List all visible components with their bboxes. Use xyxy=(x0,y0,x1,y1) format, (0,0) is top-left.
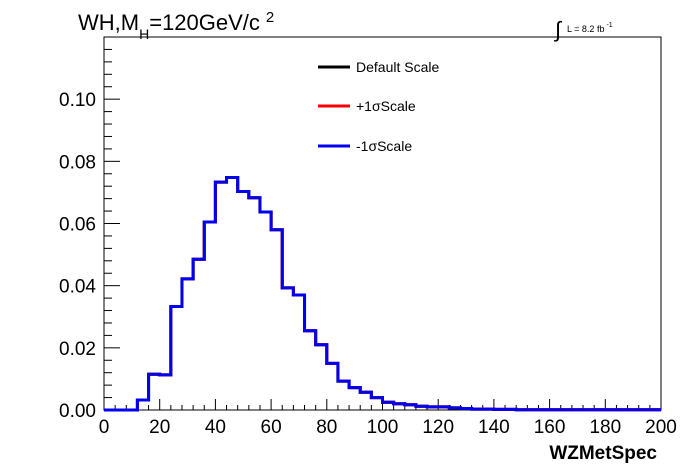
lumi-superscript: -1 xyxy=(606,22,612,29)
y-tick-label: 0.08 xyxy=(59,152,96,173)
x-tick-label: 200 xyxy=(645,417,677,438)
axes: 0 20 40 60 80 100 120 140 160 180 200 0.00 0.02 0.04 0… xyxy=(59,48,677,438)
legend-label-plus1sigma: +1σScale xyxy=(356,98,416,114)
x-tick-label: 140 xyxy=(478,417,510,438)
y-tick-label: 0.02 xyxy=(59,339,96,360)
x-axis-title: WZMetSpec xyxy=(549,443,657,464)
y-tick-label: 0.04 xyxy=(59,277,96,298)
title-main: WH,M xyxy=(78,10,139,35)
legend: Default Scale +1σScale -1σScale xyxy=(318,59,439,154)
x-tick-label: 120 xyxy=(422,417,454,438)
title-subscript: H xyxy=(139,26,149,42)
chart-title: WH,MH=120GeV/c 2 xyxy=(78,9,274,42)
luminosity-label: ∫ L = 8.2 fb -1 xyxy=(553,17,613,42)
x-tick-label: 60 xyxy=(261,417,282,438)
histogram-line-1 xyxy=(104,176,661,412)
title-rest: =120GeV/c xyxy=(149,10,260,35)
x-tick-label: 80 xyxy=(316,417,337,438)
title-superscript: 2 xyxy=(266,9,274,26)
histogram-line-2 xyxy=(104,176,661,412)
legend-label-minus1sigma: -1σScale xyxy=(356,138,412,154)
x-tick-label: 0 xyxy=(99,417,110,438)
x-tick-label: 180 xyxy=(589,417,621,438)
legend-label-default: Default Scale xyxy=(356,59,439,75)
histogram-series xyxy=(104,176,661,412)
lumi-text: L = 8.2 fb xyxy=(567,24,604,34)
x-tick-label: 100 xyxy=(367,417,399,438)
y-tick-label: 0.10 xyxy=(59,90,96,111)
svg-text:L = 8.2 fb-1: L = 8.2 fb -1 xyxy=(567,22,613,34)
x-tick-label: 20 xyxy=(149,417,170,438)
x-tick-label: 160 xyxy=(534,417,566,438)
y-tick-label: 0.00 xyxy=(59,401,96,422)
plot-frame xyxy=(103,36,662,411)
integral-sign: ∫ xyxy=(553,17,563,42)
svg-text:WH,MH=120GeV/c2: WH,MH=120GeV/c 2 xyxy=(78,9,274,42)
x-tick-label: 40 xyxy=(205,417,226,438)
histogram-line-0 xyxy=(104,176,661,412)
y-tick-label: 0.06 xyxy=(59,215,96,236)
